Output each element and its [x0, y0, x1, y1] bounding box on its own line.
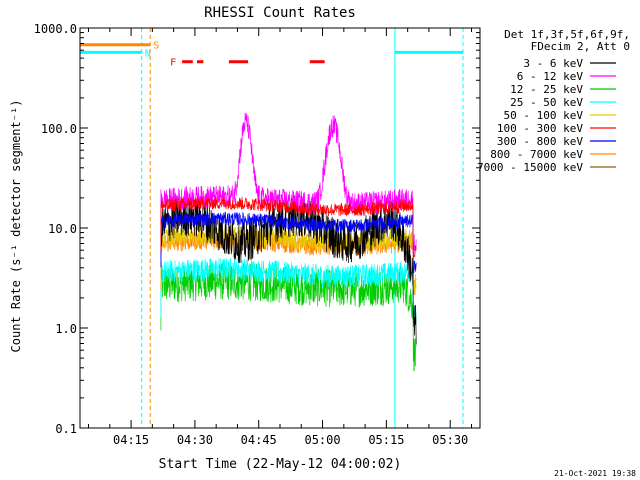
marker-label-F: F	[170, 58, 176, 69]
series-line-300to800keV	[160, 211, 417, 274]
legend-label-5: 100 - 300 keV	[497, 122, 583, 135]
series-line-25to50keV	[160, 257, 417, 324]
marker-label-N: N	[145, 48, 151, 59]
y-tick-label-0: 0.1	[55, 422, 77, 436]
x-tick-label-2: 04:45	[241, 433, 277, 447]
legend-header-line-2: FDecim 2, Att 0	[531, 40, 630, 53]
chart-title: RHESSI Count Rates	[204, 5, 356, 21]
x-axis-label: Start Time (22-May-12 04:00:02)	[159, 457, 402, 472]
x-tick-label-3: 05:00	[304, 433, 340, 447]
legend-label-4: 50 - 100 keV	[504, 109, 584, 122]
y-tick-label-4: 1000.0	[34, 22, 77, 36]
x-tick-label-0: 04:15	[113, 433, 149, 447]
legend-label-7: 800 - 7000 keV	[490, 148, 583, 161]
plot-area	[80, 28, 464, 428]
y-tick-label-2: 10.0	[48, 222, 77, 236]
legend-label-2: 12 - 25 keV	[510, 83, 583, 96]
legend-label-6: 300 - 800 keV	[497, 135, 583, 148]
y-tick-label-3: 100.0	[41, 122, 77, 136]
y-tick-label-1: 1.0	[55, 322, 77, 336]
y-axis-label: Count Rate (s⁻¹ detector segment⁻¹)	[9, 100, 23, 353]
series-line-100to300keV	[160, 196, 417, 257]
legend-header-line-1: Det 1f,3f,5f,6f,9f,	[504, 28, 630, 41]
series-line-3to6keV	[160, 195, 417, 344]
legend-label-0: 3 - 6 keV	[523, 57, 583, 70]
legend: Det 1f,3f,5f,6f,9f, FDecim 2, Att 0 3 - …	[477, 28, 630, 174]
x-tick-label-1: 04:30	[177, 433, 213, 447]
x-tick-label-5: 05:30	[432, 433, 468, 447]
footer-timestamp: 21-Oct-2021 19:38	[554, 469, 636, 478]
legend-label-1: 6 - 12 keV	[517, 70, 584, 83]
legend-label-8: 7000 - 15000 keV	[477, 161, 583, 174]
x-tick-label-4: 05:15	[368, 433, 404, 447]
legend-label-3: 25 - 50 keV	[510, 96, 583, 109]
marker-label-S: S	[153, 41, 159, 52]
